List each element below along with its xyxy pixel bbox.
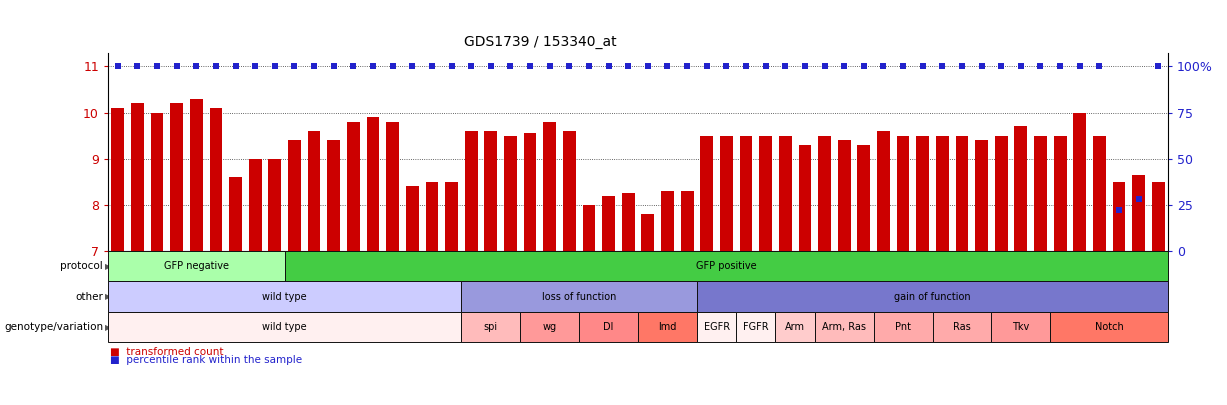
Text: genotype/variation: genotype/variation — [4, 322, 103, 332]
Bar — [524, 133, 536, 251]
Bar — [1074, 113, 1086, 251]
Bar — [504, 136, 517, 251]
Text: Tkv: Tkv — [1012, 322, 1029, 332]
Bar — [308, 131, 320, 251]
Bar — [485, 131, 497, 251]
Bar — [1093, 136, 1106, 251]
Bar — [799, 145, 811, 251]
Bar — [720, 136, 733, 251]
Text: Arm: Arm — [785, 322, 805, 332]
Bar — [347, 122, 360, 251]
Bar — [387, 122, 399, 251]
Text: Dl: Dl — [604, 322, 614, 332]
Text: ▶: ▶ — [104, 322, 112, 332]
Bar — [445, 182, 458, 251]
Text: Ras: Ras — [953, 322, 971, 332]
Bar — [112, 108, 124, 251]
Bar — [995, 136, 1007, 251]
Bar — [877, 131, 890, 251]
Bar — [975, 141, 988, 251]
Bar — [1054, 136, 1066, 251]
Bar — [210, 108, 222, 251]
Text: wild type: wild type — [263, 292, 307, 302]
Text: GFP positive: GFP positive — [696, 261, 757, 271]
Text: wg: wg — [542, 322, 557, 332]
Bar — [249, 159, 261, 251]
Bar — [642, 214, 654, 251]
Bar — [583, 205, 595, 251]
Bar — [858, 145, 870, 251]
Bar — [956, 136, 968, 251]
Bar — [328, 141, 340, 251]
Bar — [465, 131, 477, 251]
Bar — [701, 136, 713, 251]
Bar — [288, 141, 301, 251]
Text: ■  percentile rank within the sample: ■ percentile rank within the sample — [110, 356, 303, 365]
Bar — [818, 136, 831, 251]
Text: Notch: Notch — [1094, 322, 1124, 332]
Bar — [406, 186, 418, 251]
Bar — [269, 159, 281, 251]
Bar — [367, 117, 379, 251]
Bar — [760, 136, 772, 251]
Bar — [229, 177, 242, 251]
Bar — [544, 122, 556, 251]
Bar — [622, 194, 634, 251]
Text: ▶: ▶ — [104, 262, 112, 271]
Bar — [838, 141, 850, 251]
Bar — [131, 103, 144, 251]
Text: wild type: wild type — [263, 322, 307, 332]
Bar — [1133, 175, 1145, 251]
Text: spi: spi — [483, 322, 498, 332]
Bar — [936, 136, 948, 251]
Bar — [151, 113, 163, 251]
Bar — [1034, 136, 1047, 251]
Text: GFP negative: GFP negative — [164, 261, 228, 271]
Text: EGFR: EGFR — [703, 322, 730, 332]
Bar — [190, 99, 202, 251]
Text: Arm, Ras: Arm, Ras — [822, 322, 866, 332]
Text: lmd: lmd — [659, 322, 676, 332]
Bar — [602, 196, 615, 251]
Text: GDS1739 / 153340_at: GDS1739 / 153340_at — [464, 34, 616, 49]
Text: FGFR: FGFR — [744, 322, 768, 332]
Text: loss of function: loss of function — [542, 292, 616, 302]
Bar — [917, 136, 929, 251]
Bar — [426, 182, 438, 251]
Text: gain of function: gain of function — [894, 292, 971, 302]
Bar — [779, 136, 791, 251]
Bar — [661, 191, 674, 251]
Bar — [1015, 126, 1027, 251]
Bar — [681, 191, 693, 251]
Text: protocol: protocol — [60, 261, 103, 271]
Bar — [563, 131, 575, 251]
Bar — [1113, 182, 1125, 251]
Bar — [171, 103, 183, 251]
Bar — [1152, 182, 1164, 251]
Text: ▶: ▶ — [104, 292, 112, 301]
Text: other: other — [75, 292, 103, 302]
Text: ■  transformed count: ■ transformed count — [110, 347, 225, 357]
Bar — [740, 136, 752, 251]
Text: Pnt: Pnt — [894, 322, 912, 332]
Bar — [897, 136, 909, 251]
